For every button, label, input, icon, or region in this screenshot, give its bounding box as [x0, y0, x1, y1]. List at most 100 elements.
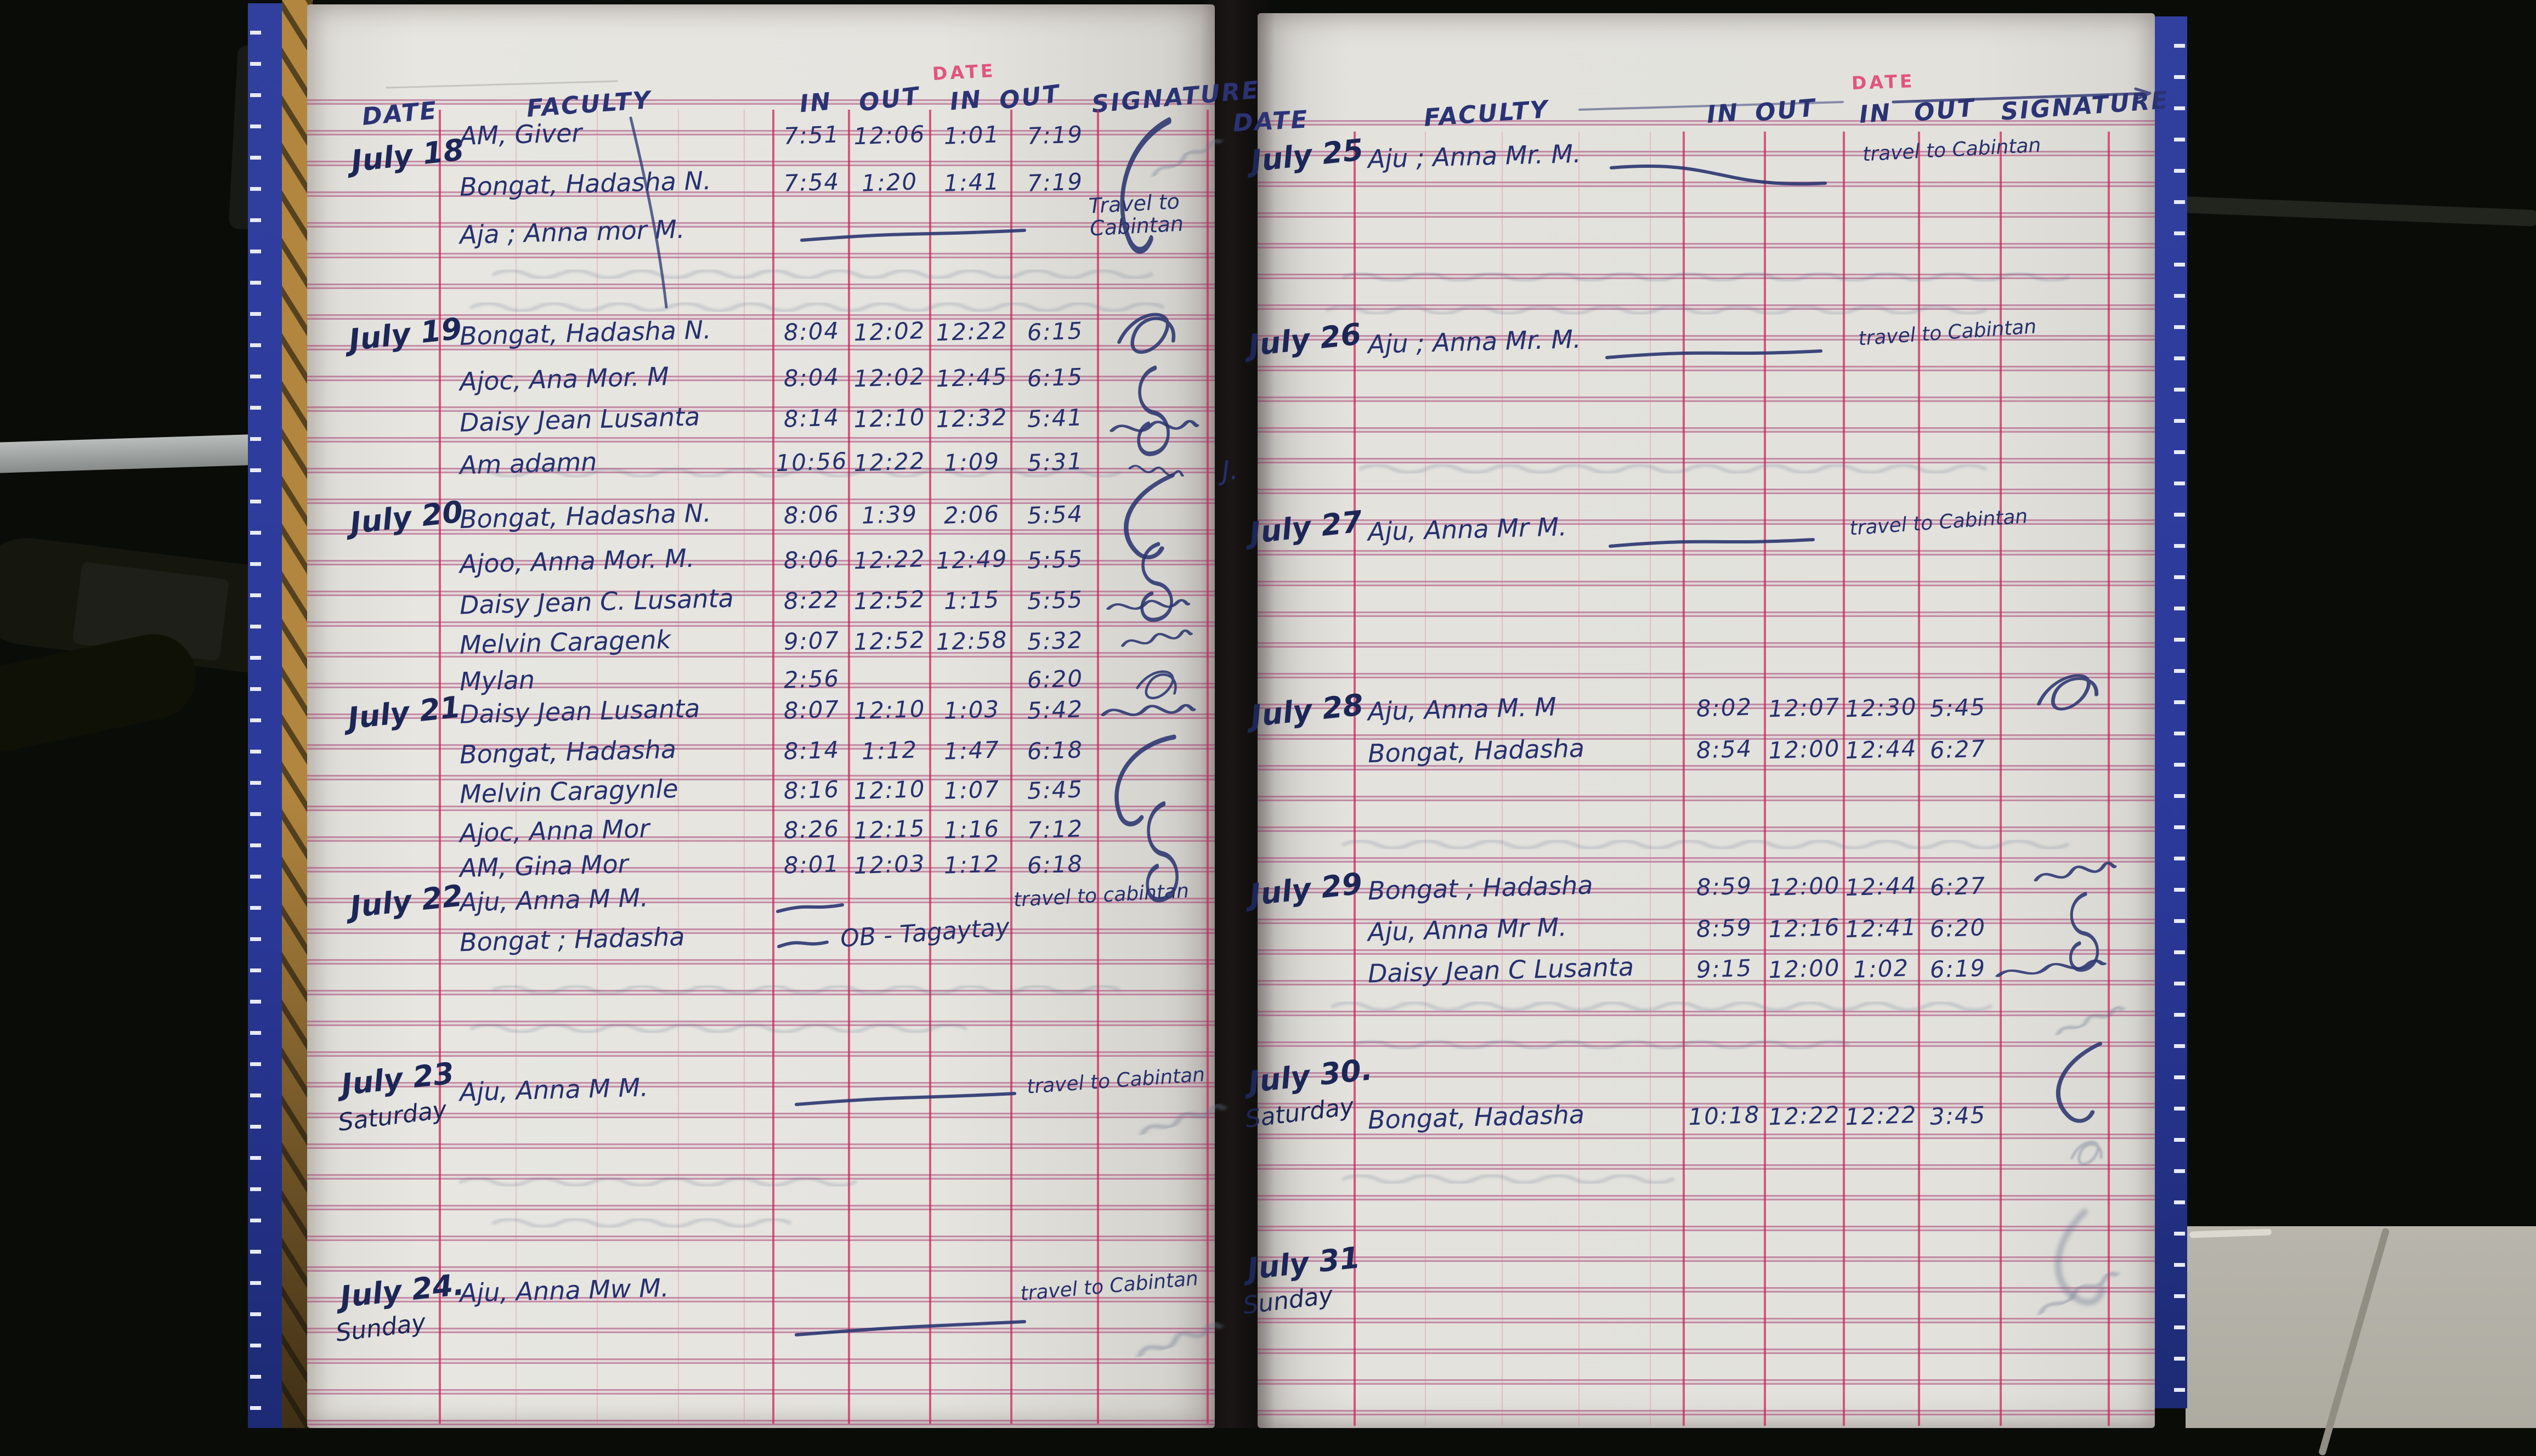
time-out2: 6:15: [1027, 317, 1084, 346]
column-header-in-am: IN: [798, 87, 834, 118]
faculty-name: Aju ; Anna Mr. M.: [1367, 138, 1582, 174]
column-line: [1764, 132, 1766, 1426]
time-out1: 12:52: [853, 585, 926, 615]
column-header-in-pm: IN: [1858, 98, 1893, 129]
time-out2: 6:20: [1027, 665, 1084, 694]
column-line: [929, 110, 931, 1424]
faculty-name: Aju, Anna M. M: [1367, 692, 1557, 727]
faculty-name: Bongat, Hadasha: [1367, 733, 1585, 769]
printed-date-label-left: DATE: [932, 60, 997, 84]
time-out1: 12:00: [1768, 954, 1841, 984]
column-header-date: DATE: [1232, 105, 1310, 138]
time-out1: 1:12: [861, 736, 918, 765]
travel-note: Travel to Cabintan: [1088, 189, 1184, 241]
time-in2: 1:07: [943, 775, 1000, 805]
time-in2: 12:22: [935, 316, 1009, 347]
time-out1: 12:22: [853, 545, 926, 575]
column-line: [2108, 132, 2110, 1426]
faculty-name: Melvin Caragenk: [459, 624, 671, 660]
time-in1: 8:07: [783, 695, 840, 724]
time-out2: 6:15: [1027, 363, 1084, 392]
faculty-name: Daisy Jean Lusanta: [459, 693, 700, 729]
column-line: [1010, 110, 1012, 1424]
time-out1: 12:02: [853, 362, 926, 393]
faculty-name: Bongat, Hadasha: [1367, 1099, 1585, 1135]
time-in2: 1:16: [943, 815, 1000, 844]
faculty-name: Aja ; Anna mor M.: [459, 214, 686, 250]
time-out1: 1:20: [861, 168, 918, 197]
faculty-name: Aju, Anna Mr M.: [1367, 912, 1567, 947]
time-in2: 1:12: [943, 850, 1000, 879]
time-out1: 12:22: [853, 447, 926, 477]
time-out2: 6:18: [1027, 850, 1084, 879]
right-page: [1258, 13, 2155, 1428]
column-header-out-am: OUT: [1753, 94, 1818, 127]
faculty-name: Melvin Caragynle: [459, 773, 679, 809]
time-out1: 12:16: [1768, 913, 1841, 943]
left-page: [307, 4, 1215, 1428]
column-line-thin: [1425, 132, 1426, 1426]
time-out2: 5:45: [1929, 693, 1986, 722]
time-out2: 5:54: [1027, 500, 1084, 529]
time-in2: 1:09: [943, 447, 1000, 477]
time-out2: 5:55: [1027, 586, 1084, 615]
time-in1: 10:56: [775, 447, 848, 477]
column-line: [1207, 110, 1209, 1424]
time-in2: 12:44: [1844, 871, 1918, 902]
faculty-name: Ajoo, Anna Mor. M.: [459, 543, 695, 579]
column-line: [1683, 132, 1685, 1426]
time-out2: 7:12: [1027, 815, 1084, 844]
book-spine-tape-right: [2152, 16, 2187, 1408]
column-line-thin: [678, 110, 679, 1424]
column-header-in-pm: IN: [948, 85, 984, 116]
time-out2: 5:55: [1027, 545, 1084, 574]
column-line-thin: [1578, 132, 1580, 1426]
gutter-note: J.: [1221, 455, 1239, 486]
time-in2: 12:41: [1844, 913, 1918, 943]
time-out1: 12:10: [853, 403, 926, 433]
column-line: [848, 110, 850, 1424]
faculty-name: Daisy Jean Lusanta: [459, 401, 700, 438]
time-in1: 7:51: [783, 121, 840, 150]
column-line-thin: [1650, 132, 1651, 1426]
column-line-thin: [744, 110, 745, 1424]
page-gutter-shadow: [1201, 0, 1275, 1428]
time-out2: 3:45: [1929, 1101, 1986, 1130]
time-out2: 5:32: [1027, 626, 1084, 655]
faculty-name: Bongat, Hadasha: [459, 734, 677, 770]
time-in1: 8:22: [783, 586, 840, 615]
time-in2: 2:06: [943, 500, 1000, 529]
column-line: [1918, 132, 1920, 1426]
faculty-name: Aju, Anna Mr M.: [1367, 512, 1567, 547]
time-out1: 12:02: [853, 316, 926, 347]
column-line-thin: [516, 110, 517, 1424]
time-in1: 8:54: [1696, 735, 1753, 764]
time-in1: 7:54: [783, 168, 840, 197]
column-line: [1097, 110, 1099, 1424]
time-out2: 6:27: [1929, 735, 1986, 764]
column-line: [1843, 132, 1845, 1426]
time-in1: 8:59: [1696, 872, 1753, 901]
column-line-thin: [1502, 132, 1503, 1426]
time-out1: 12:07: [1768, 693, 1841, 723]
time-out1: 12:22: [1768, 1101, 1841, 1131]
time-in2: 1:03: [943, 695, 1000, 724]
time-out1: 12:00: [1768, 734, 1841, 764]
time-in2: 1:15: [943, 586, 1000, 615]
time-in1: 8:06: [783, 500, 840, 529]
time-in2: 12:32: [935, 403, 1009, 433]
faculty-name: AM, Giver: [459, 118, 582, 151]
column-header-out-pm: OUT: [1912, 94, 1977, 127]
time-out1: 1:39: [861, 500, 918, 529]
time-in2: 12:45: [935, 362, 1009, 393]
time-in1: 9:07: [783, 626, 840, 655]
time-in2: 12:22: [1844, 1101, 1918, 1131]
time-out1: 12:15: [853, 814, 926, 845]
time-in1: 8:16: [783, 775, 840, 805]
column-line: [439, 110, 441, 1424]
time-in1: 8:14: [783, 404, 840, 433]
time-in1: 8:59: [1696, 914, 1753, 943]
time-out2: 5:45: [1027, 775, 1084, 805]
column-line: [1354, 132, 1356, 1426]
faculty-name: Ajoc, Ana Mor. M: [459, 361, 670, 396]
